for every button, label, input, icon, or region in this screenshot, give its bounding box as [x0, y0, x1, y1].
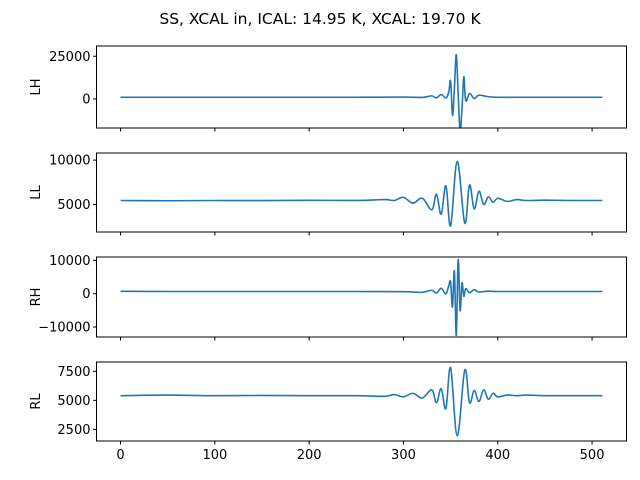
panel-rl: 2500 5000 7500 0 100 200 300 400 500 RL [29, 361, 627, 463]
y-tick-label: −10000 [38, 321, 90, 336]
y-tick-label: 0 [82, 92, 90, 107]
x-tick-label: 300 [391, 448, 416, 463]
axes-frame-ll [96, 152, 627, 233]
x-tick-label: 0 [116, 448, 124, 463]
axes-frame-rl [96, 361, 627, 442]
axes-frame-rh [96, 256, 627, 338]
panel-ll: 5000 10000 LL [29, 152, 627, 236]
y-tick-label: 0 [82, 287, 90, 302]
y-axis-label-rl: RL [29, 393, 44, 410]
panel-lh: 0 25000 LH [29, 45, 627, 132]
panels: 025000LH500010000LL−10000010000RH2500500… [29, 45, 627, 463]
y-tick-label: 10000 [49, 254, 90, 269]
x-tick-label: 400 [485, 448, 510, 463]
panel-rh: −10000 0 10000 RH [29, 254, 627, 341]
y-axis-label-ll: LL [29, 185, 44, 200]
y-tick-label: 5000 [57, 198, 90, 213]
x-tick-label: 200 [297, 448, 322, 463]
y-tick-label: 25000 [49, 50, 90, 65]
y-tick-label: 5000 [57, 394, 90, 409]
y-axis-label-rh: RH [29, 288, 44, 307]
y-tick-label: 7500 [57, 365, 90, 380]
y-tick-label: 2500 [57, 423, 90, 438]
x-tick-label: 100 [202, 448, 227, 463]
axes-frame-lh [96, 45, 627, 129]
series-line-ll [120, 160, 603, 227]
series-line-rh [120, 258, 603, 337]
series-line-lh [120, 53, 603, 128]
series-line-rl [120, 366, 603, 437]
y-tick-label: 10000 [49, 154, 90, 169]
figure-title: SS, XCAL in, ICAL: 14.95 K, XCAL: 19.70 … [159, 10, 481, 28]
x-tick-label: 500 [580, 448, 605, 463]
y-axis-label-lh: LH [29, 78, 44, 95]
